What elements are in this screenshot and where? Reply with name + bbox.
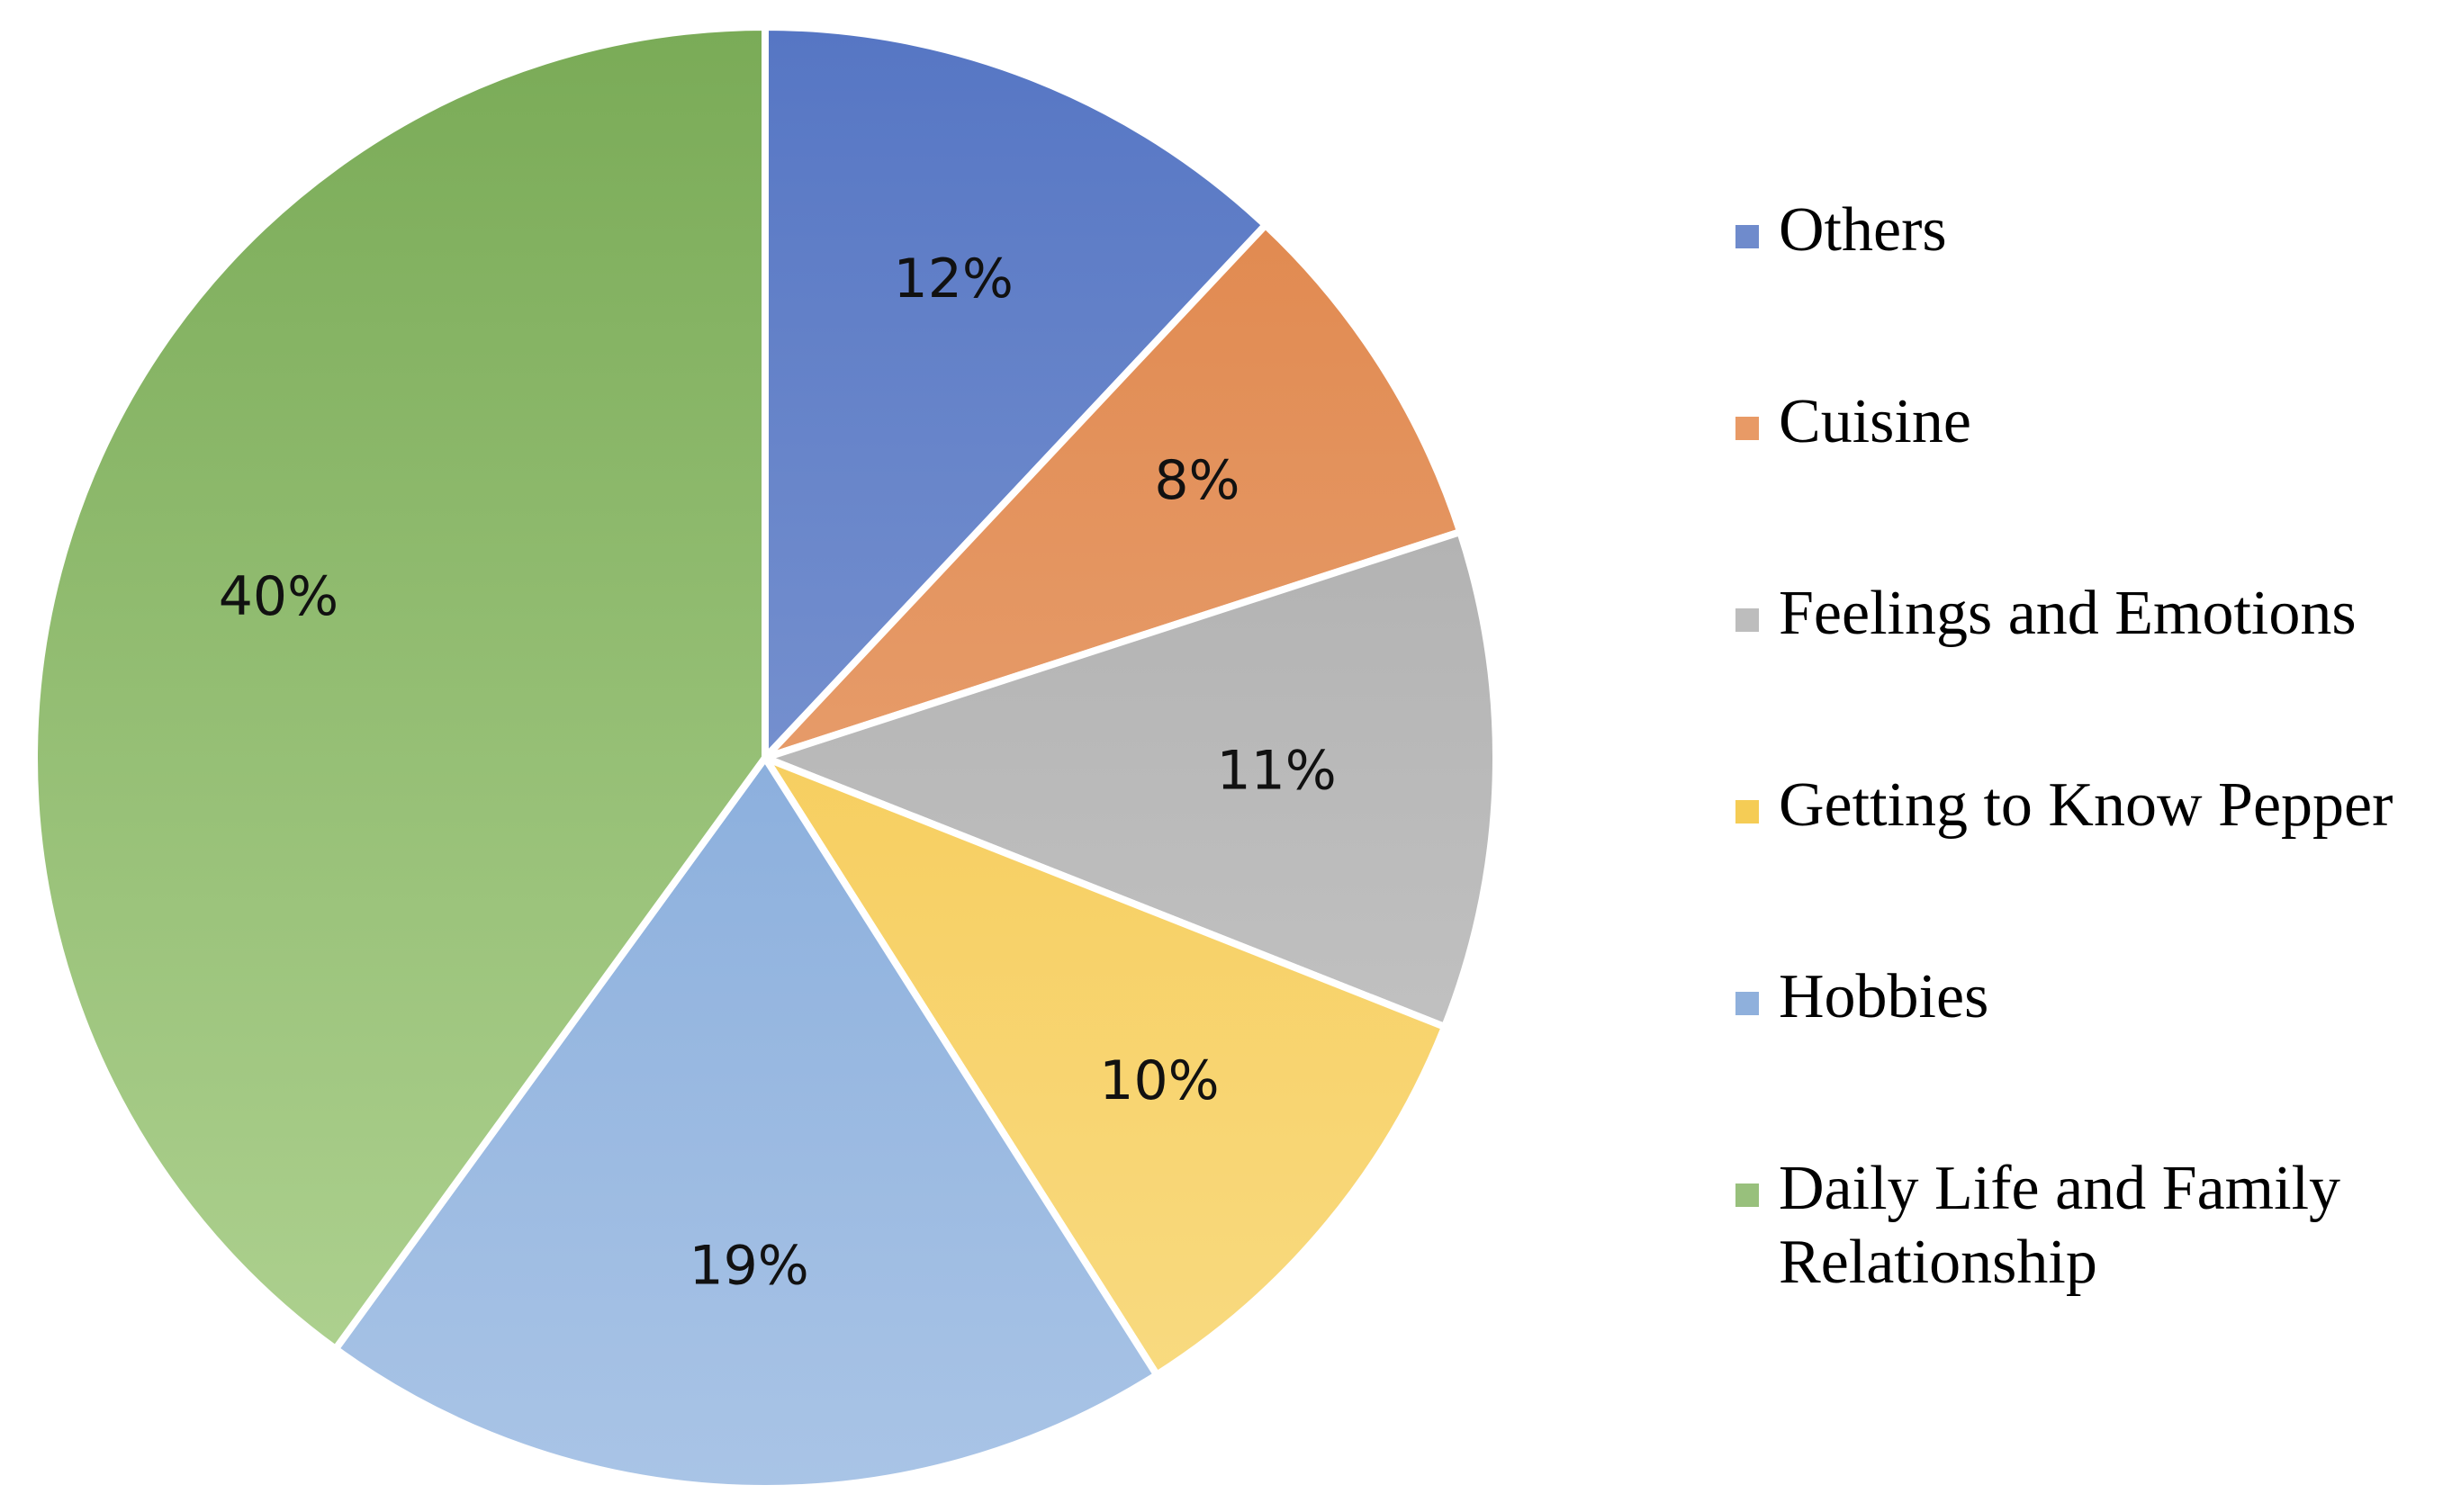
pie-slice-hobbies: [331, 754, 1161, 1492]
legend-swatch: [1735, 992, 1759, 1015]
legend-label: Hobbies: [1779, 962, 1989, 1031]
legend-item: Cuisine: [1735, 381, 2447, 572]
legend-item: Hobbies: [1735, 956, 2447, 1148]
pie-slice-daily-life-and-family-relationship: [31, 23, 769, 1353]
data-label-cuisine: 8%: [1154, 449, 1240, 512]
legend-label: Others: [1779, 195, 1947, 265]
pie-slice-others: [762, 23, 1269, 761]
legend-item: Feelings and Emotions: [1735, 572, 2447, 764]
pie-chart: 12% 8% 11% 10% 19% 40%: [31, 23, 1500, 1492]
legend-swatch: [1735, 1184, 1759, 1207]
pie-data-labels: 12% 8% 11% 10% 19% 40%: [219, 248, 1337, 1298]
data-label-daily-life-and-family-relationship: 40%: [219, 565, 338, 628]
legend-label: Daily Life and Family Relationship: [1779, 1154, 2341, 1297]
pie-slice-getting-to-know-pepper: [762, 754, 1448, 1379]
legend-item: Getting to Know Pepper: [1735, 764, 2447, 956]
legend-item: Daily Life and Family Relationship: [1735, 1148, 2447, 1339]
legend-label: Getting to Know Pepper: [1779, 770, 2393, 840]
legend-label: Cuisine: [1779, 387, 1971, 456]
pie-slices: [31, 23, 1500, 1492]
data-label-hobbies: 19%: [689, 1235, 808, 1298]
legend-swatch: [1735, 417, 1759, 440]
data-label-getting-to-know-pepper: 10%: [1099, 1049, 1219, 1112]
legend-label: Feelings and Emotions: [1779, 579, 2357, 648]
data-label-others: 12%: [894, 248, 1014, 310]
legend-swatch: [1735, 800, 1759, 824]
pie-slice-cuisine: [762, 221, 1465, 761]
legend-swatch: [1735, 608, 1759, 632]
legend-item: Others: [1735, 189, 2447, 381]
chart-legend: Others Cuisine Feelings and Emotions Gettin…: [1735, 189, 2447, 1339]
legend-swatch: [1735, 225, 1759, 248]
pie-slice-feelings-and-emotions: [762, 528, 1500, 1030]
data-label-feelings-and-emotions: 11%: [1216, 739, 1336, 802]
